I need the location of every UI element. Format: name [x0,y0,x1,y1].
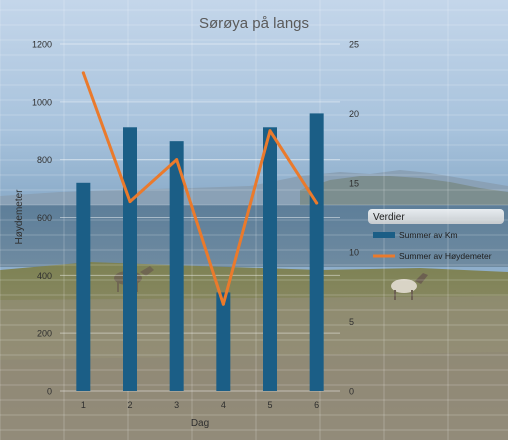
bar-3 [169,141,184,391]
legend-items: Summer av Km Summer av Høydemeter [373,230,492,261]
legend-label: Summer av Høydemeter [399,251,492,261]
legend-label: Summer av Km [399,230,458,240]
left-axis-tick-label: 0 [47,387,52,397]
x-axis-tick-label: 2 [127,400,132,410]
left-axis-tick-label: 800 [37,155,52,165]
right-axis-tick-label: 25 [349,40,359,50]
line-point-3 [175,158,179,162]
legend-title-background [368,209,504,224]
x-axis-ticks: 1 2 3 4 5 6 [81,400,319,410]
bar-2 [123,127,137,391]
bar-4 [216,292,231,391]
line-hoydemeter [81,71,319,306]
x-axis-label: Dag [191,418,209,429]
chart-title: Sørøya på langs [199,15,309,32]
chart-gridlines [60,43,340,392]
bar-1 [76,182,91,391]
line-point-1 [81,71,85,75]
y-axis-label: Høydemeter [14,189,25,245]
x-axis-tick-label: 5 [267,400,272,410]
x-axis-tick-label: 4 [221,400,226,410]
legend-title: Verdier [373,212,405,223]
left-axis-tick-label: 1200 [32,40,52,50]
line-point-2 [128,200,132,204]
legend: Verdier Summer av Km Summer av Høydemeter [368,209,504,261]
right-axis-tick-label: 20 [349,109,359,119]
x-axis-tick-label: 6 [314,400,319,410]
right-axis-ticks: 0 5 10 15 20 25 [349,40,359,397]
right-axis-tick-label: 0 [349,387,354,397]
bar-5 [263,127,277,391]
right-axis-tick-label: 5 [349,317,354,327]
bar-6 [309,113,324,392]
x-axis-tick-label: 3 [174,400,179,410]
line-point-4 [221,302,225,306]
reindeer-right-image [391,273,428,300]
right-axis-tick-label: 15 [349,178,359,188]
left-axis-tick-label: 200 [37,329,52,339]
left-axis-tick-label: 600 [37,213,52,223]
legend-swatch-bar [373,232,395,238]
line-point-6 [315,201,319,205]
right-axis-tick-label: 10 [349,248,359,258]
x-axis-tick-label: 1 [81,400,86,410]
line-point-5 [268,129,272,133]
left-axis-tick-label: 1000 [32,97,52,107]
left-axis-ticks: 0 200 400 600 800 1000 1200 [32,40,52,397]
left-axis-tick-label: 400 [37,271,52,281]
line-series-hoydemeter [81,71,319,306]
